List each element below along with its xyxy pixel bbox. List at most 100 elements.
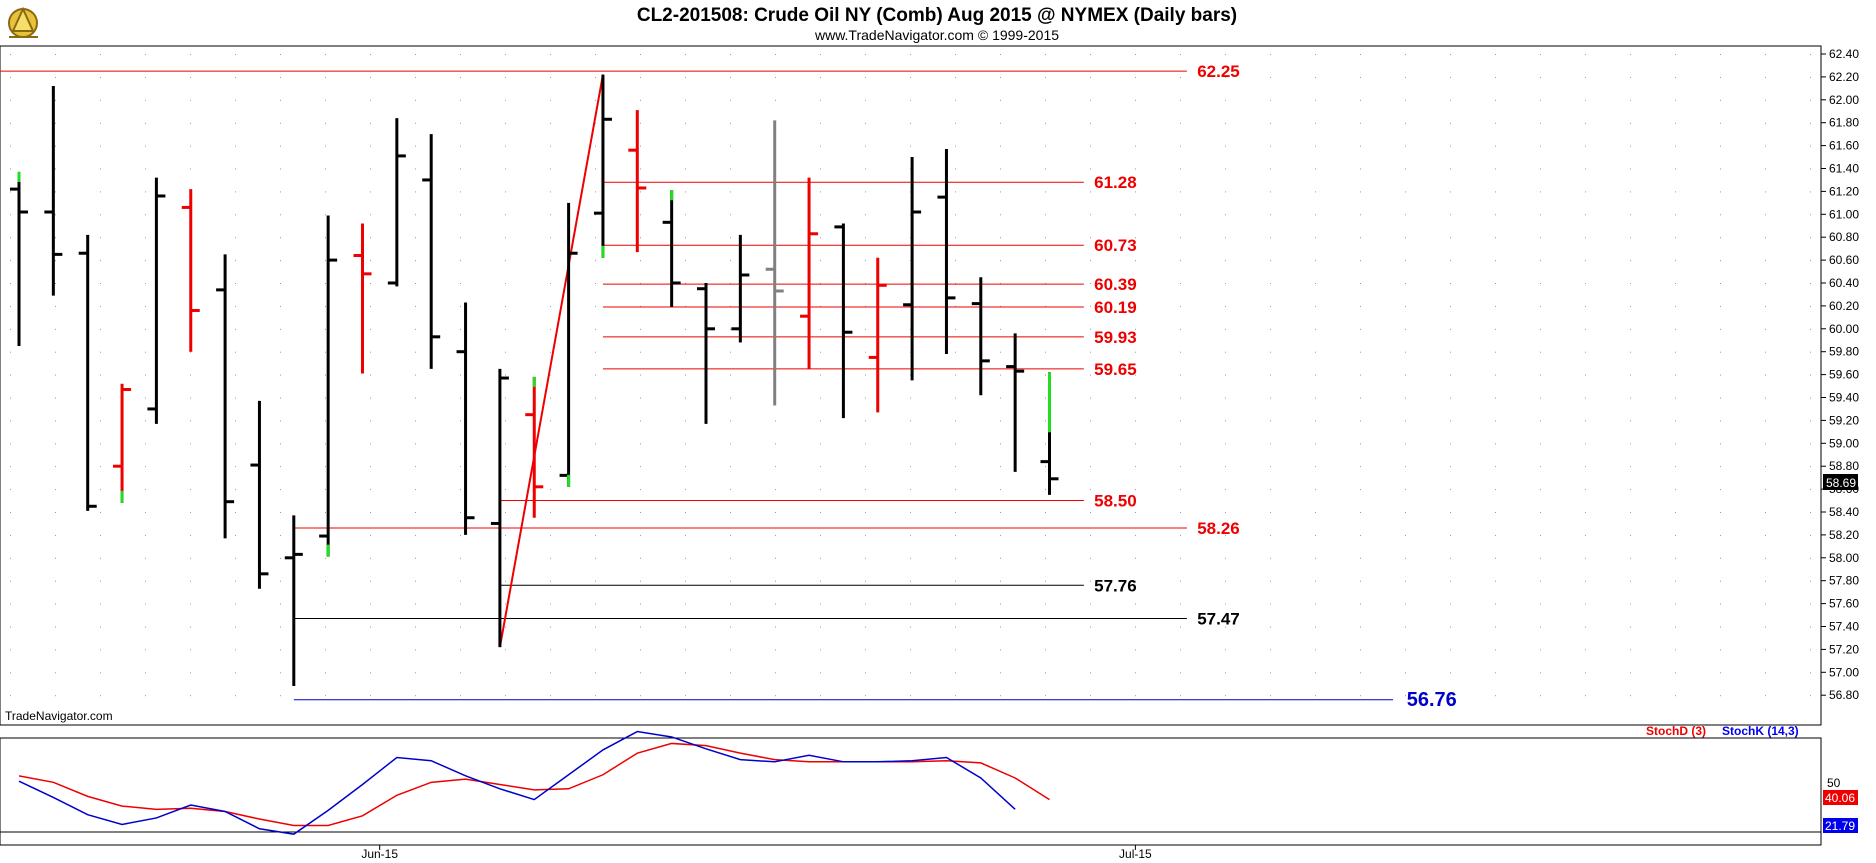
grid-dot — [1405, 76, 1406, 78]
grid-dot — [1225, 145, 1226, 147]
grid-dot — [1675, 649, 1676, 651]
grid-dot — [415, 695, 416, 697]
grid-dot — [1450, 328, 1451, 330]
grid-dot — [145, 512, 146, 513]
grid-dot — [1405, 237, 1406, 239]
grid-dot — [1315, 534, 1316, 536]
grid-dot — [1315, 649, 1316, 651]
grid-dot — [460, 557, 461, 559]
grid-dot — [775, 557, 776, 559]
grid-dot — [1630, 466, 1631, 468]
grid-dot — [235, 374, 236, 376]
grid-dot — [1315, 557, 1316, 559]
grid-dot — [640, 603, 641, 605]
grid-dot — [1315, 626, 1316, 628]
grid-dot — [1090, 54, 1091, 55]
grid-dot — [1000, 191, 1001, 193]
grid-dot — [1450, 466, 1451, 468]
grid-dot — [1270, 145, 1271, 147]
grid-dot — [775, 54, 776, 55]
grid-dot — [730, 99, 731, 101]
grid-dot — [460, 122, 461, 124]
grid-dot — [910, 534, 911, 536]
grid-dot — [1675, 534, 1676, 536]
grid-dot — [910, 76, 911, 78]
grid-dot — [1270, 214, 1271, 216]
grid-dot — [1270, 603, 1271, 605]
grid-dot — [1045, 649, 1046, 651]
grid-dot — [10, 534, 11, 536]
grid-dot — [280, 397, 281, 399]
grid-dot — [10, 557, 11, 559]
grid-dot — [1810, 54, 1811, 55]
level-label: 60.39 — [1094, 275, 1137, 294]
grid-dot — [1675, 76, 1676, 78]
grid-dot — [415, 374, 416, 376]
grid-dot — [235, 328, 236, 330]
grid-dot — [1810, 672, 1811, 674]
grid-dot — [1360, 466, 1361, 468]
grid-dot — [10, 466, 11, 468]
price-tick-label: 61.40 — [1829, 162, 1859, 176]
grid-dot — [1180, 512, 1181, 513]
grid-dot — [370, 122, 371, 124]
grid-dot — [955, 145, 956, 147]
grid-dot — [190, 54, 191, 55]
grid-dot — [1675, 351, 1676, 353]
grid-dot — [820, 122, 821, 124]
grid-dot — [1540, 580, 1541, 582]
level-label: 60.73 — [1094, 236, 1137, 255]
ohlc-bar — [422, 134, 441, 369]
price-tick-label: 59.00 — [1829, 436, 1859, 450]
grid-dot — [325, 580, 326, 582]
grid-dot — [1540, 305, 1541, 307]
grid-dot — [730, 260, 731, 262]
grid-dot — [1495, 351, 1496, 353]
grid-dot — [595, 695, 596, 697]
grid-dot — [1315, 305, 1316, 307]
grid-dot — [1720, 168, 1721, 170]
grid-dot — [595, 122, 596, 124]
grid-dot — [1135, 649, 1136, 651]
grid-dot — [55, 649, 56, 651]
grid-dot — [1360, 534, 1361, 536]
grid-dot — [55, 580, 56, 582]
grid-dot — [505, 443, 506, 445]
grid-dot — [1540, 626, 1541, 628]
grid-dot — [1450, 534, 1451, 536]
grid-dot — [550, 443, 551, 445]
grid-dot — [370, 305, 371, 307]
grid-dot — [1810, 466, 1811, 468]
grid-dot — [1720, 420, 1721, 422]
grid-dot — [1810, 237, 1811, 239]
grid-dot — [955, 305, 956, 307]
grid-dot — [865, 695, 866, 697]
grid-dot — [1675, 489, 1676, 491]
grid-dot — [1585, 214, 1586, 216]
grid-dot — [910, 260, 911, 262]
grid-dot — [145, 489, 146, 491]
grid-dot — [1765, 557, 1766, 559]
grid-dot — [910, 305, 911, 307]
grid-dot — [100, 626, 101, 628]
grid-dot — [1765, 374, 1766, 376]
grid-dot — [910, 351, 911, 353]
grid-dot — [415, 328, 416, 330]
grid-dot — [1000, 466, 1001, 468]
grid-dot — [955, 122, 956, 124]
price-tick-label: 59.60 — [1829, 368, 1859, 382]
grid-dot — [1405, 512, 1406, 513]
grid-dot — [1225, 76, 1226, 78]
grid-dot — [325, 76, 326, 78]
grid-dot — [1045, 603, 1046, 605]
grid-dot — [640, 420, 641, 422]
grid-dot — [865, 305, 866, 307]
grid-dot — [1360, 489, 1361, 491]
grid-dot — [505, 603, 506, 605]
grid-dot — [1180, 672, 1181, 674]
grid-dot — [280, 122, 281, 124]
grid-dot — [235, 626, 236, 628]
grid-dot — [55, 397, 56, 399]
grid-dot — [1000, 603, 1001, 605]
grid-dot — [1810, 145, 1811, 147]
